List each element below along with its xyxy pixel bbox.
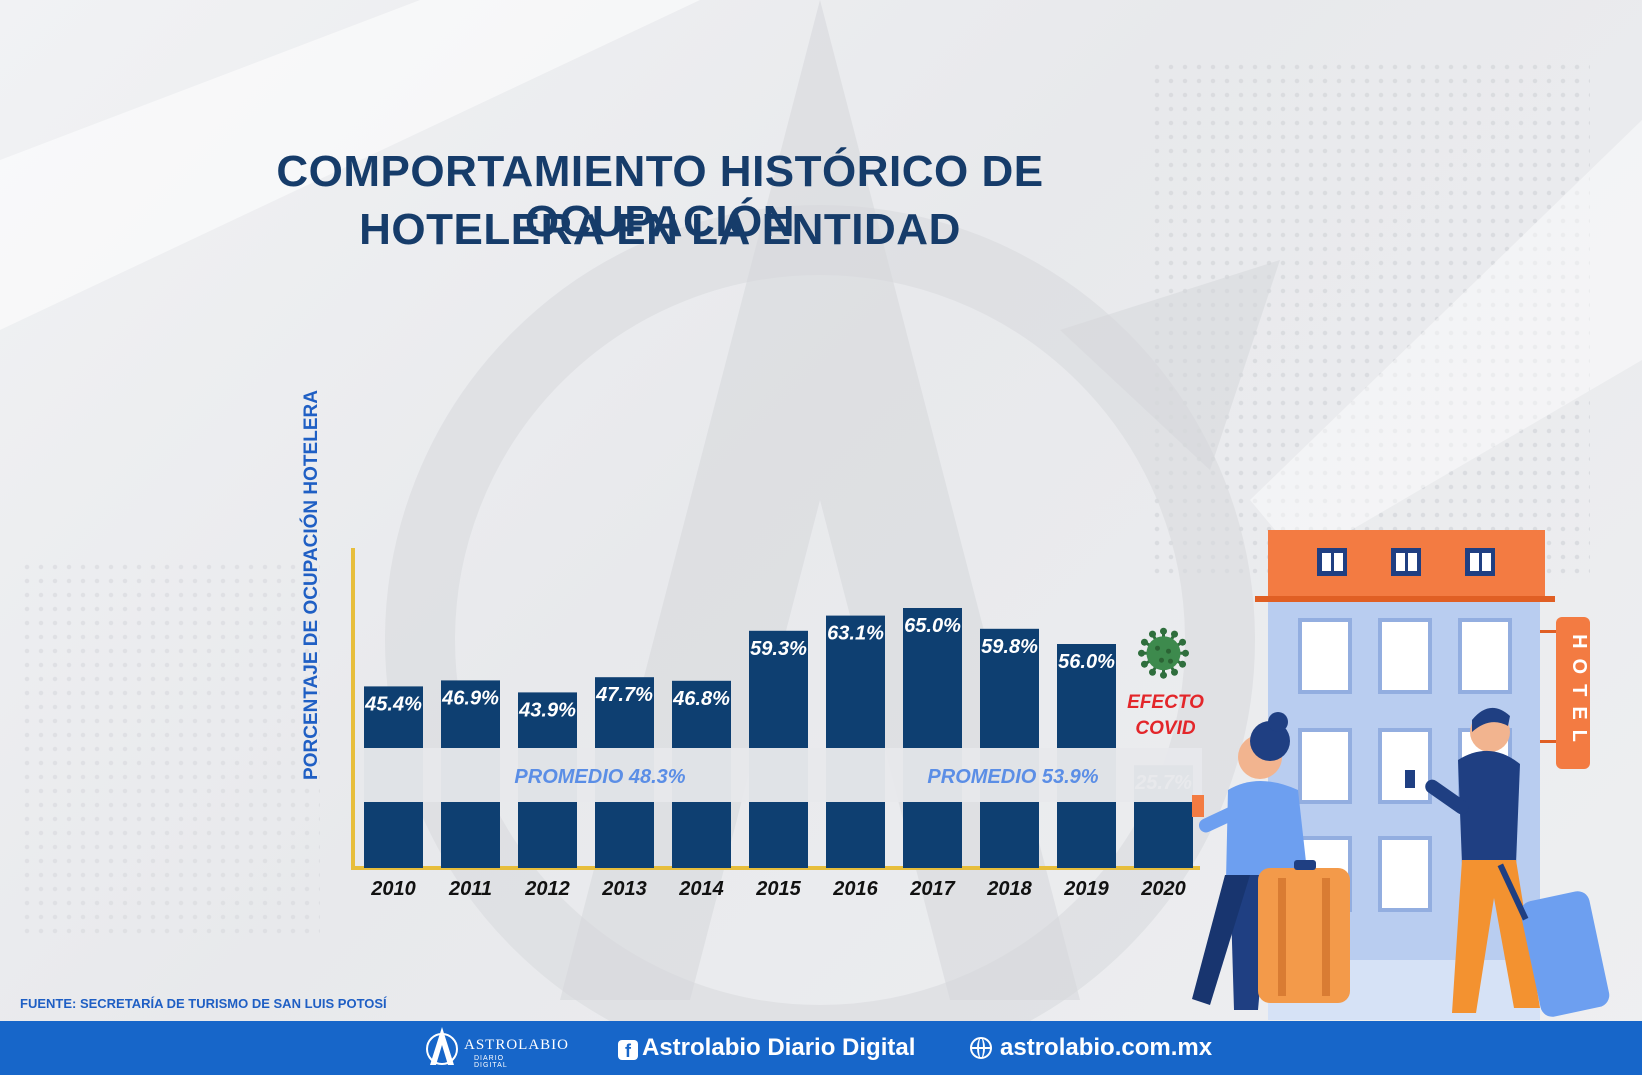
bar-value-label-2017: 65.0% [904,615,961,637]
average-label-2: PROMEDIO 53.9% [927,766,1098,788]
x-tick-label-2014: 2014 [678,878,724,900]
bar-value-label-2016: 63.1% [827,623,884,645]
average-label-1: PROMEDIO 48.3% [514,766,685,788]
man-traveller-icon [1405,707,1610,1017]
woman-traveller-icon [1192,712,1350,1010]
covid-annotation-line-2: COVID [1135,718,1195,739]
x-tick-label-2011: 2011 [448,878,492,900]
bar-value-label-2012: 43.9% [518,699,576,721]
bar-value-label-2019: 56.0% [1058,651,1115,673]
x-tick-label-2016: 2016 [832,878,878,900]
bar-value-label-2011: 46.9% [441,687,499,709]
facebook-link[interactable]: f Astrolabio Diario Digital [618,1034,915,1062]
bar-2016 [826,615,885,868]
x-tick-label-2015: 2015 [755,878,801,900]
website-link[interactable]: astrolabio.com.mx [970,1034,1212,1062]
bar-value-label-2014: 46.8% [672,688,730,710]
x-tick-label-2013: 2013 [601,878,647,900]
hotel-sign-text: HOTEL [1568,634,1590,752]
website-link-text: astrolabio.com.mx [1000,1034,1213,1061]
bar-value-label-2013: 47.7% [595,684,653,706]
x-tick-label-2012: 2012 [524,878,570,900]
bar-2017 [903,608,962,868]
background-dot-pattern-left [20,560,320,940]
average-band [356,748,1202,802]
x-tick-label-2020: 2020 [1140,878,1186,900]
source-note: FUENTE: SECRETARÍA DE TURISMO DE SAN LUI… [20,996,387,1011]
x-tick-label-2017: 2017 [909,878,955,900]
brand-subtitle: DIARIO DIGITAL [474,1055,508,1069]
bar-value-label-2015: 59.3% [750,638,807,660]
facebook-link-text: Astrolabio Diario Digital [642,1034,916,1061]
virus-icon [1138,627,1189,679]
x-tick-label-2019: 2019 [1063,878,1109,900]
bar-value-label-2018: 59.8% [981,636,1038,658]
footer-bar: ASTROLABIO DIARIO DIGITAL f Astrolabio Di… [0,1021,1642,1075]
globe-icon [970,1037,992,1059]
astrolabio-logo[interactable]: ASTROLABIO DIARIO DIGITAL [422,1025,568,1074]
astrolabio-logo-icon [426,1027,458,1065]
chart-title-line-2: HOTELERA EN LA ENTIDAD [359,205,961,254]
covid-annotation-line-1: EFECTO [1127,692,1204,713]
x-tick-label-2018: 2018 [986,878,1032,900]
x-tick-label-2010: 2010 [370,878,416,900]
brand-name: ASTROLABIO [464,1037,570,1053]
chart-title-line-1: COMPORTAMIENTO HISTÓRICO DE OCUPACIÓN [276,147,1044,246]
bar-value-label-2010: 45.4% [364,693,422,715]
facebook-icon: f [618,1040,638,1061]
